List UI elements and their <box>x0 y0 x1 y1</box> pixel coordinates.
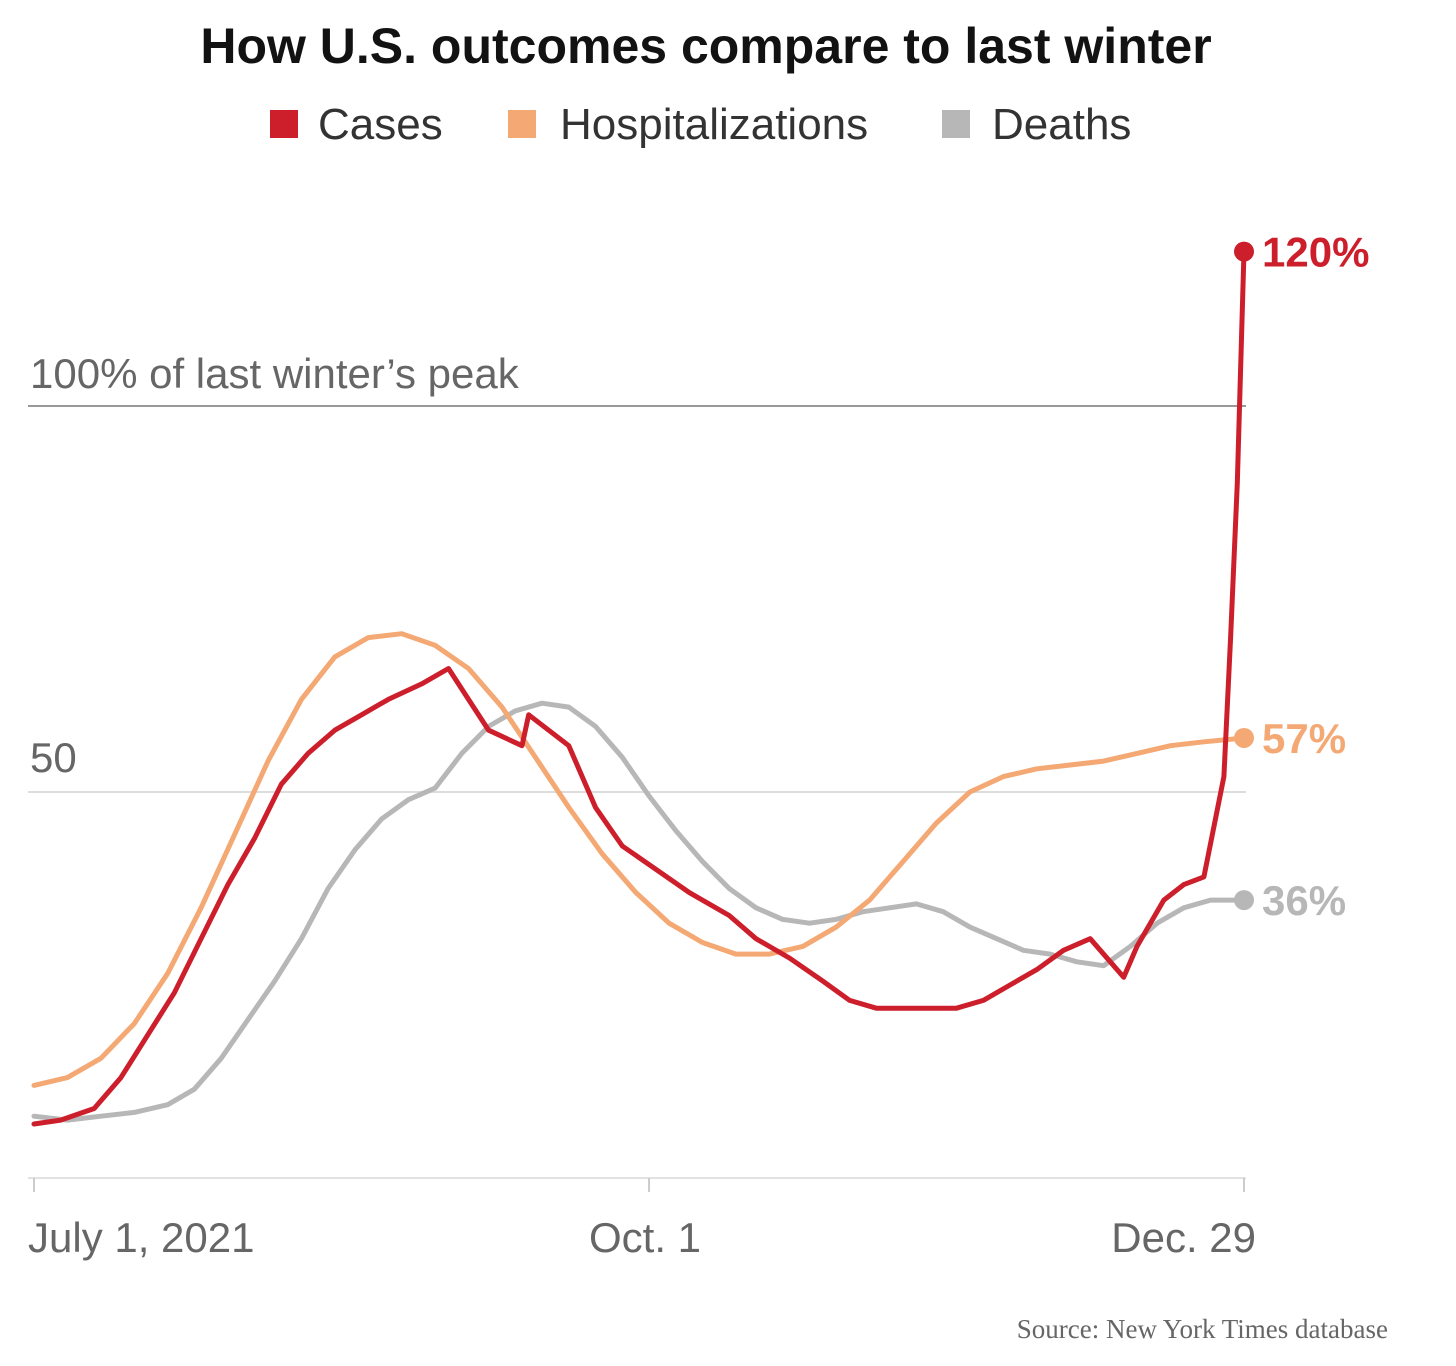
end-marker-deaths <box>1234 890 1254 911</box>
series-line-deaths <box>31 700 1247 1123</box>
legend-swatch-deaths <box>942 110 970 138</box>
legend-label-cases: Cases <box>318 100 443 149</box>
series-endpoints: 36% 57% 120% <box>1234 229 1369 924</box>
legend: Cases Hospitalizations Deaths <box>270 100 1131 149</box>
chart-title: How U.S. outcomes compare to last winter <box>200 18 1211 74</box>
series-layer <box>31 249 1247 1127</box>
x-tick-label: July 1, 2021 <box>28 1214 255 1261</box>
reference-label-50: 50 <box>30 734 77 781</box>
end-marker-cases <box>1234 241 1254 262</box>
end-label-hospitalizations: 57% <box>1262 715 1346 762</box>
legend-label-hospitalizations: Hospitalizations <box>560 100 868 149</box>
series-line-hospitalizations <box>31 631 1247 1088</box>
source-note: Source: New York Times database <box>1017 1314 1388 1344</box>
end-label-deaths: 36% <box>1262 877 1346 924</box>
end-marker-hospitalizations <box>1234 727 1254 748</box>
x-axis-ticks: July 1, 2021 Oct. 1 Dec. 29 <box>28 1178 1256 1261</box>
series-line-cases <box>31 249 1247 1127</box>
legend-label-deaths: Deaths <box>992 100 1131 149</box>
legend-swatch-hospitalizations <box>508 110 536 138</box>
legend-swatch-cases <box>270 110 298 138</box>
end-label-cases: 120% <box>1262 229 1369 276</box>
reference-label-100: 100% of last winter’s peak <box>30 350 520 397</box>
x-tick-label: Dec. 29 <box>1111 1214 1256 1261</box>
x-tick-label: Oct. 1 <box>589 1214 701 1261</box>
